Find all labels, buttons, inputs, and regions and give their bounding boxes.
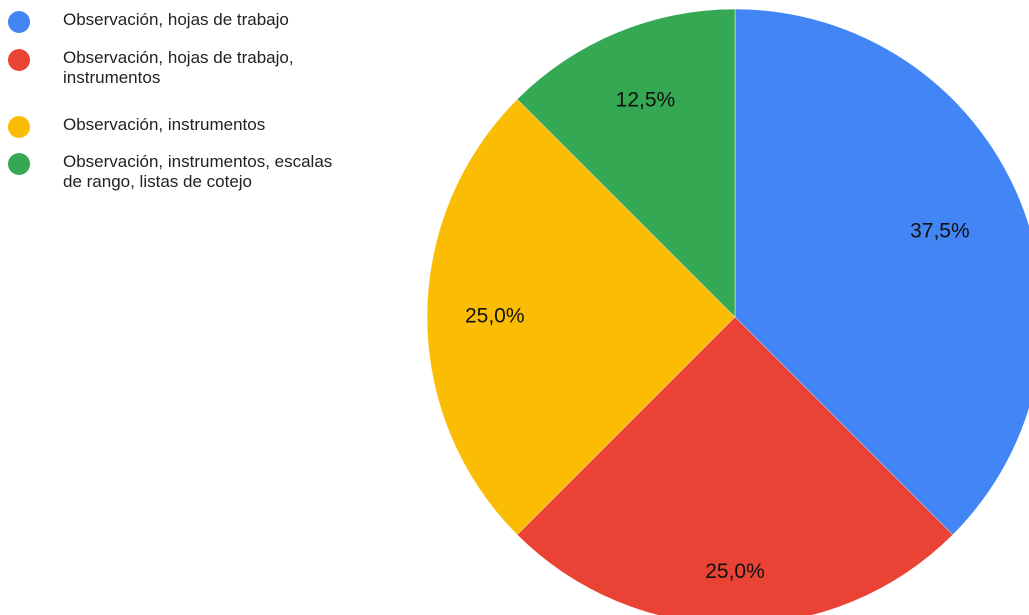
slice-observacion-hojas (734, 8, 1029, 536)
slice-data-label: 37,5% (910, 220, 970, 243)
slice-data-label: 25,0% (705, 560, 765, 583)
legend-label: Observación, hojas de trabajo, instrumen… (63, 48, 423, 88)
legend-swatch-green (8, 153, 30, 175)
legend-item-observacion-escalas-listas: Observación, instrumentos, escalas de ra… (8, 152, 423, 192)
legend-item-observacion-hojas-instrumentos: Observación, hojas de trabajo, instrumen… (8, 48, 423, 88)
slice-observacion-instrumentos (426, 98, 736, 536)
legend-label-line: instrumentos (63, 68, 161, 87)
legend-swatch-red (8, 49, 30, 71)
legend-item-observacion-hojas: Observación, hojas de trabajo (8, 10, 423, 33)
legend-label-line: Observación, hojas de trabajo, (63, 48, 294, 67)
legend-item-observacion-instrumentos: Observación, instrumentos (8, 115, 423, 138)
legend-label: Observación, instrumentos (63, 115, 423, 135)
pie-data-labels: 37,5% 25,0% 25,0% 12,5% (465, 88, 970, 583)
legend-swatch-yellow (8, 116, 30, 138)
legend-label-line: Observación, instrumentos, escalas (63, 152, 333, 171)
legend-label: Observación, hojas de trabajo (63, 10, 423, 30)
slice-observacion-hojas-instrumentos (516, 316, 954, 615)
legend-label-line: de rango, listas de cotejo (63, 172, 253, 191)
legend-label-line: Observación, hojas de trabajo (63, 10, 289, 29)
legend-label: Observación, instrumentos, escalas de ra… (63, 152, 423, 192)
slice-observacion-escalas-listas (516, 8, 736, 318)
slice-data-label: 12,5% (616, 88, 676, 111)
legend-swatch-blue (8, 11, 30, 33)
slice-data-label: 25,0% (465, 305, 525, 328)
chart-legend: Observación, hojas de trabajo Observació… (0, 0, 430, 250)
pie-slices (426, 8, 1029, 615)
legend-label-line: Observación, instrumentos (63, 115, 266, 134)
